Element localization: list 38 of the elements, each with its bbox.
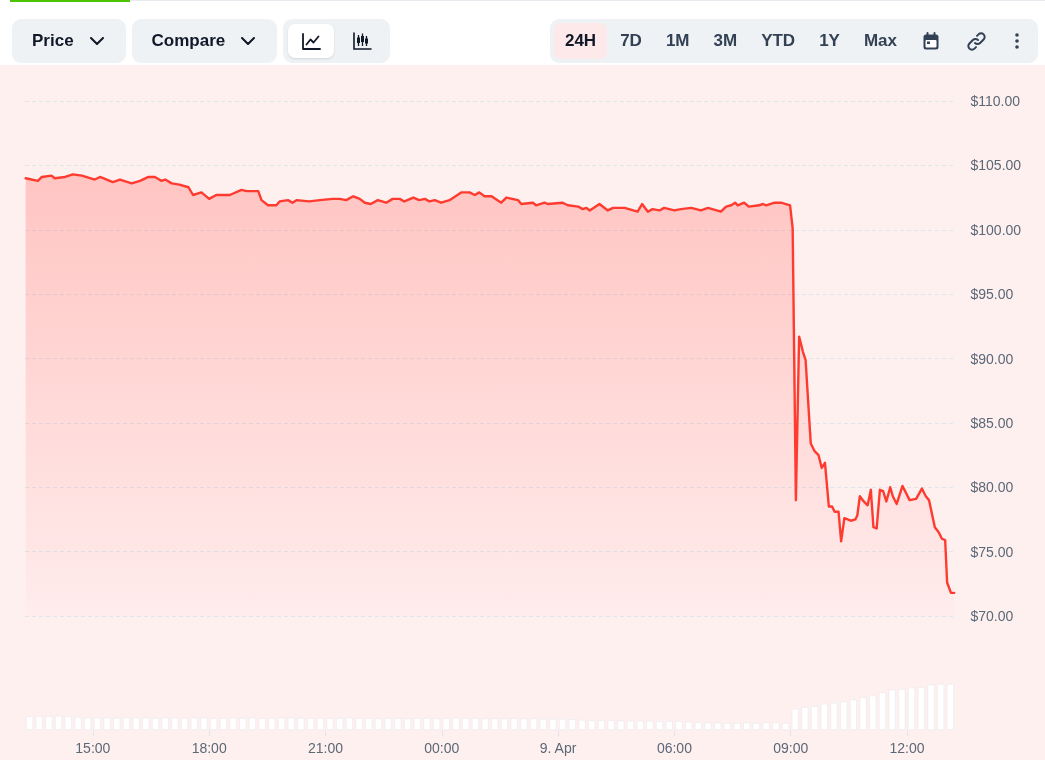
bar xyxy=(665,721,673,730)
bar xyxy=(326,718,334,730)
range-button[interactable]: 7D xyxy=(609,23,653,59)
y-tick-label: $70.00 xyxy=(970,608,1014,624)
bar xyxy=(675,721,683,730)
toggle-button[interactable] xyxy=(288,24,335,58)
range-button[interactable]: 3M xyxy=(702,23,749,59)
range-button[interactable]: 24H xyxy=(553,23,608,59)
y-tick-label: $85.00 xyxy=(970,414,1014,431)
range-button[interactable]: 1Y xyxy=(808,23,851,59)
x-tick-label: 12:00 xyxy=(889,740,925,756)
bar xyxy=(908,687,916,730)
y-tick-label: $100.00 xyxy=(970,221,1022,238)
y-tick-label: $90.00 xyxy=(970,350,1014,367)
range-button[interactable]: Max xyxy=(852,23,908,59)
y-tick-label: $105.00 xyxy=(970,157,1022,174)
bar xyxy=(791,708,799,730)
range-button[interactable]: YTD xyxy=(750,23,807,59)
x-tick-label: 00:00 xyxy=(424,740,460,756)
range-button[interactable]: 1M xyxy=(654,23,701,59)
y-tick-label: $110.00 xyxy=(970,93,1021,109)
bar xyxy=(898,689,906,730)
x-tick-label: 15:00 xyxy=(75,740,111,756)
bar xyxy=(549,718,557,730)
x-tick-label: 06:00 xyxy=(656,740,693,756)
x-tick-label: 18:00 xyxy=(191,740,227,756)
chart-type-toggle[interactable] xyxy=(283,19,391,63)
x-tick-label: 21:00 xyxy=(307,740,344,756)
y-tick-label: $80.00 xyxy=(970,479,1014,496)
dropdown-button[interactable]: Compare xyxy=(131,19,278,63)
x-tick-label: 09:00 xyxy=(773,740,809,756)
bar xyxy=(200,717,208,730)
bar xyxy=(782,723,790,730)
x-tick-label: 9. Apr xyxy=(539,740,577,756)
y-tick-label: $95.00 xyxy=(970,286,1014,303)
dropdown-button[interactable]: Price xyxy=(12,19,126,63)
y-tick-label: $75.00 xyxy=(970,543,1014,560)
time-range-selector[interactable]: 24H 7D 1M 3M YTD 1Y Max xyxy=(549,19,1038,63)
